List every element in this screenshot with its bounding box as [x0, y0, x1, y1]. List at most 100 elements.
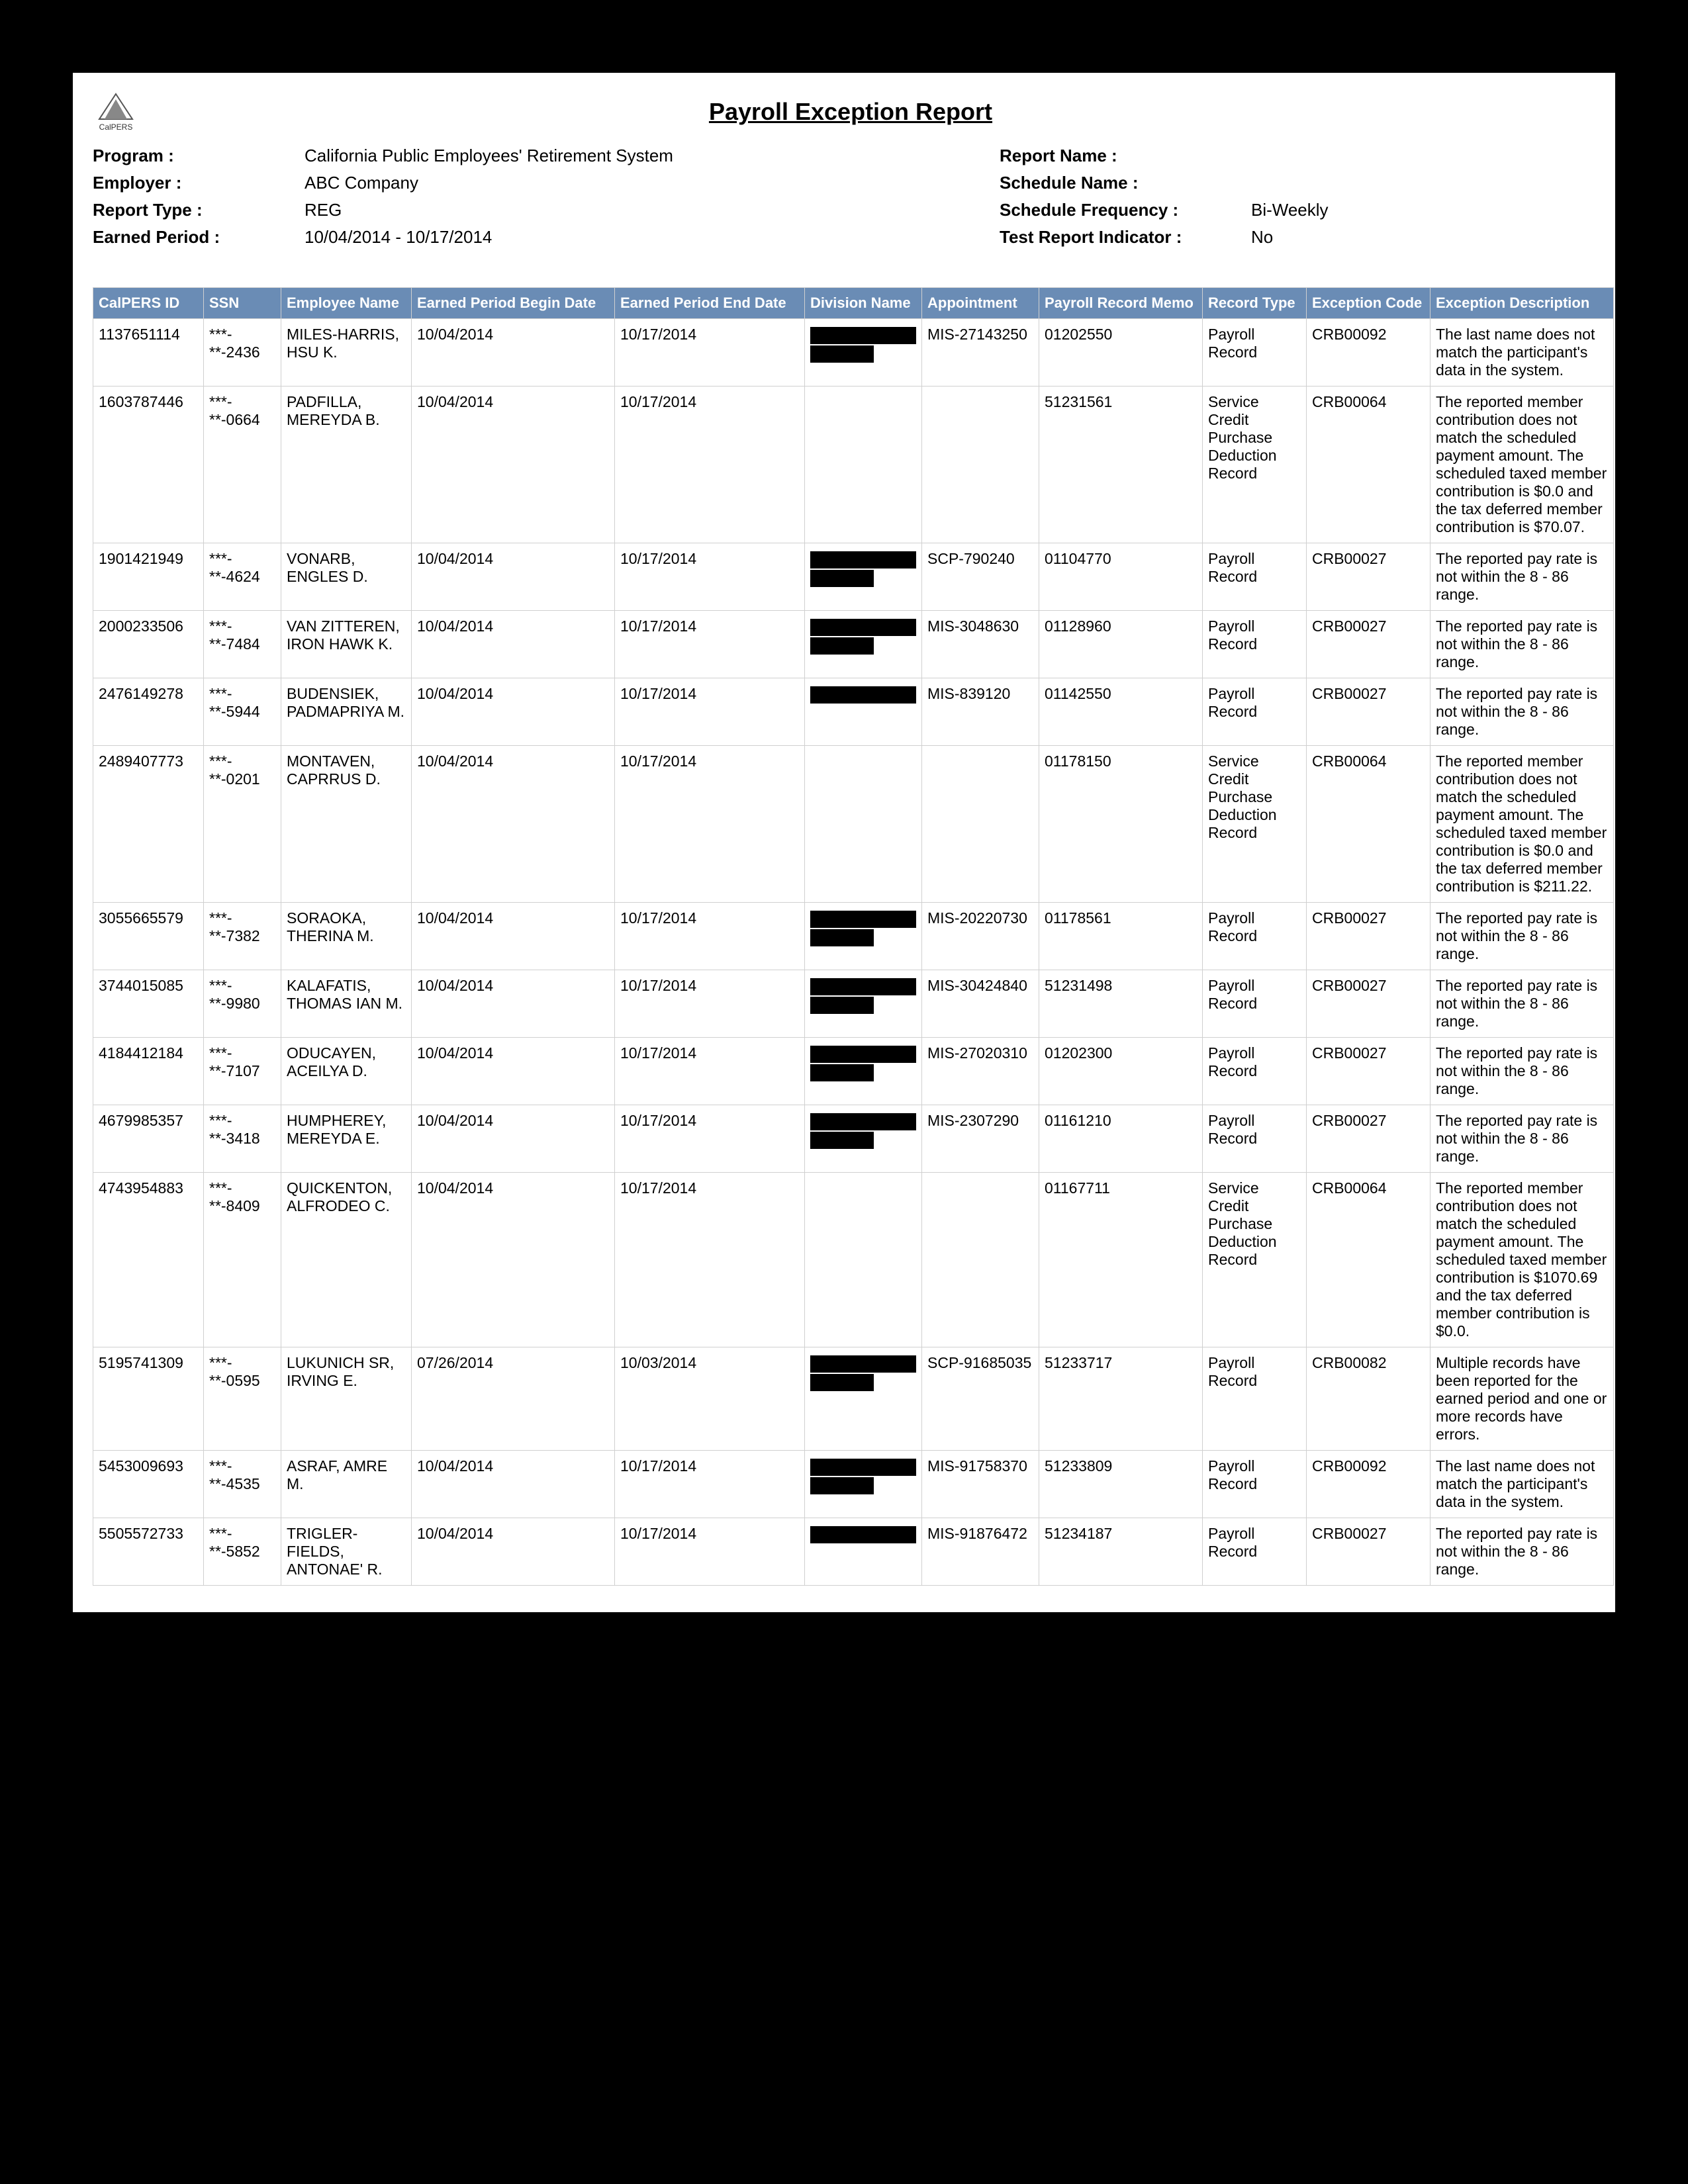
table-cell: Payroll Record [1203, 970, 1307, 1038]
schedule-freq-label: Schedule Frequency : [1000, 200, 1251, 220]
table-cell: MIS-2307290 [922, 1105, 1039, 1173]
redacted-content [810, 1132, 874, 1149]
table-cell: 10/04/2014 [412, 746, 615, 903]
schedule-name-value [1251, 173, 1595, 193]
table-row: 1137651114***-**-2436MILES-HARRIS, HSU K… [93, 319, 1614, 387]
table-cell: ODUCAYEN, ACEILYA D. [281, 1038, 412, 1105]
table-row: 1603787446***-**-0664PADFILLA, MEREYDA B… [93, 387, 1614, 543]
table-cell [922, 387, 1039, 543]
table-cell: CRB00092 [1307, 319, 1430, 387]
table-cell: Payroll Record [1203, 903, 1307, 970]
table-cell: KALAFATIS, THOMAS IAN M. [281, 970, 412, 1038]
table-cell: The reported pay rate is not within the … [1430, 903, 1614, 970]
column-header: Employee Name [281, 288, 412, 319]
table-header: CalPERS IDSSNEmployee NameEarned Period … [93, 288, 1614, 319]
table-cell: SORAOKA, THERINA M. [281, 903, 412, 970]
table-row: 5453009693***-**-4535ASRAF, AMRE M.10/04… [93, 1451, 1614, 1518]
table-cell: 10/04/2014 [412, 387, 615, 543]
table-cell: ***-**-7107 [204, 1038, 281, 1105]
table-cell: 51231561 [1039, 387, 1203, 543]
table-cell: CRB00027 [1307, 678, 1430, 746]
column-header: Payroll Record Memo [1039, 288, 1203, 319]
table-cell: The reported pay rate is not within the … [1430, 611, 1614, 678]
report-header: CalPERS Payroll Exception Report [93, 93, 1595, 132]
table-row: 3055665579***-**-7382SORAOKA, THERINA M.… [93, 903, 1614, 970]
table-cell: 51233717 [1039, 1347, 1203, 1451]
table-cell: 10/04/2014 [412, 970, 615, 1038]
schedule-freq-value: Bi-Weekly [1251, 200, 1595, 220]
table-cell [805, 970, 922, 1038]
table-cell: CRB00027 [1307, 1038, 1430, 1105]
table-cell: ***-**-0201 [204, 746, 281, 903]
table-cell: 10/04/2014 [412, 319, 615, 387]
table-cell: 10/04/2014 [412, 543, 615, 611]
table-cell: 10/04/2014 [412, 1451, 615, 1518]
table-cell: HUMPHEREY, MEREYDA E. [281, 1105, 412, 1173]
table-cell: Service Credit Purchase Deduction Record [1203, 746, 1307, 903]
table-row: 1901421949***-**-4624VONARB, ENGLES D.10… [93, 543, 1614, 611]
table-cell: 5505572733 [93, 1518, 204, 1586]
table-cell: 4184412184 [93, 1038, 204, 1105]
column-header: Earned Period Begin Date [412, 288, 615, 319]
redacted-content [810, 345, 874, 363]
table-cell: Payroll Record [1203, 1451, 1307, 1518]
table-cell: ASRAF, AMRE M. [281, 1451, 412, 1518]
table-cell: MIS-839120 [922, 678, 1039, 746]
table-cell: Payroll Record [1203, 319, 1307, 387]
table-cell: Payroll Record [1203, 1038, 1307, 1105]
table-cell: 01167711 [1039, 1173, 1203, 1347]
table-cell: 01142550 [1039, 678, 1203, 746]
schedule-name-label: Schedule Name : [1000, 173, 1251, 193]
table-cell: CRB00064 [1307, 1173, 1430, 1347]
report-type-value: REG [305, 200, 1000, 220]
table-cell: SCP-91685035 [922, 1347, 1039, 1451]
table-cell: 10/17/2014 [615, 1518, 805, 1586]
table-cell [805, 1105, 922, 1173]
table-cell: CRB00027 [1307, 970, 1430, 1038]
test-indicator-value: No [1251, 227, 1595, 248]
column-header: CalPERS ID [93, 288, 204, 319]
table-cell: 2000233506 [93, 611, 204, 678]
table-cell: Payroll Record [1203, 611, 1307, 678]
redacted-content [810, 929, 874, 946]
exceptions-table: CalPERS IDSSNEmployee NameEarned Period … [93, 287, 1614, 1586]
table-cell: ***-**-3418 [204, 1105, 281, 1173]
table-cell: 3055665579 [93, 903, 204, 970]
table-cell: Multiple records have been reported for … [1430, 1347, 1614, 1451]
table-cell: Payroll Record [1203, 1105, 1307, 1173]
report-name-label: Report Name : [1000, 146, 1251, 166]
table-cell: 5195741309 [93, 1347, 204, 1451]
table-cell: 01128960 [1039, 611, 1203, 678]
table-cell: 4679985357 [93, 1105, 204, 1173]
table-cell: ***-**-2436 [204, 319, 281, 387]
table-cell: 10/17/2014 [615, 319, 805, 387]
redacted-content [810, 1113, 916, 1130]
table-cell: 01202550 [1039, 319, 1203, 387]
column-header: Exception Description [1430, 288, 1614, 319]
column-header: Record Type [1203, 288, 1307, 319]
table-cell: 10/04/2014 [412, 1173, 615, 1347]
table-cell: 2489407773 [93, 746, 204, 903]
table-cell: 4743954883 [93, 1173, 204, 1347]
table-cell: MIS-30424840 [922, 970, 1039, 1038]
table-cell: 5453009693 [93, 1451, 204, 1518]
table-cell: ***-**-0595 [204, 1347, 281, 1451]
earned-period-value: 10/04/2014 - 10/17/2014 [305, 227, 1000, 248]
table-cell: 10/03/2014 [615, 1347, 805, 1451]
table-cell [805, 1038, 922, 1105]
table-cell: 51231498 [1039, 970, 1203, 1038]
table-cell: CRB00092 [1307, 1451, 1430, 1518]
table-cell: 10/17/2014 [615, 1173, 805, 1347]
table-cell: MIS-27143250 [922, 319, 1039, 387]
table-cell: Payroll Record [1203, 678, 1307, 746]
table-cell: 10/04/2014 [412, 611, 615, 678]
table-cell: 10/04/2014 [412, 1105, 615, 1173]
report-name-value [1251, 146, 1595, 166]
table-row: 2476149278***-**-5944BUDENSIEK, PADMAPRI… [93, 678, 1614, 746]
table-cell [805, 1173, 922, 1347]
table-cell: ***-**-7484 [204, 611, 281, 678]
table-cell [805, 319, 922, 387]
table-cell: 10/17/2014 [615, 611, 805, 678]
table-cell: ***-**-8409 [204, 1173, 281, 1347]
table-cell: VONARB, ENGLES D. [281, 543, 412, 611]
